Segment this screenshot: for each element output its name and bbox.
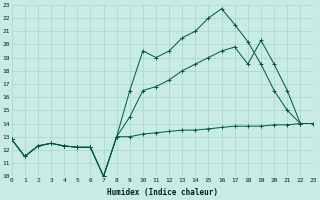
X-axis label: Humidex (Indice chaleur): Humidex (Indice chaleur) [107,188,218,197]
